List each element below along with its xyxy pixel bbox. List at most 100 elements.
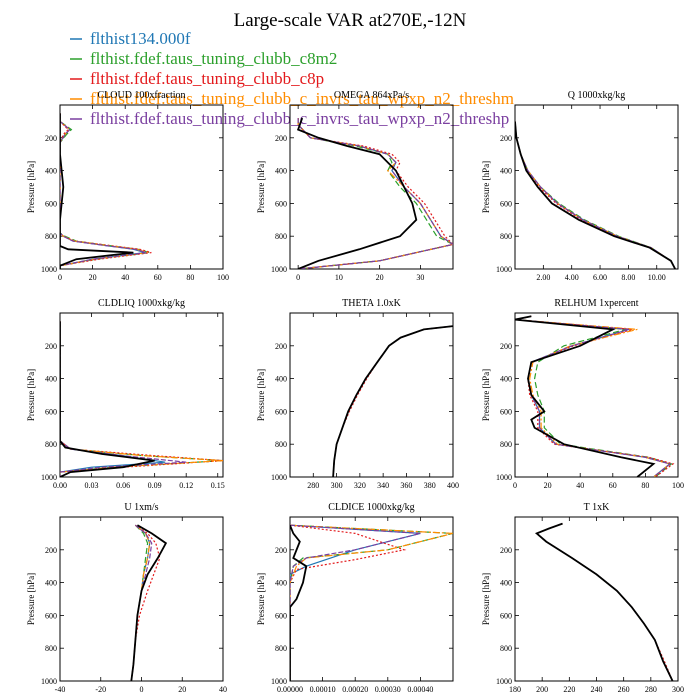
y-tick-label: 600: [500, 611, 512, 620]
plot-frame: [514, 312, 679, 478]
y-tick-label: 800: [500, 232, 512, 241]
x-tick-label: 280: [645, 685, 657, 694]
x-tick-label: 20: [544, 481, 552, 490]
y-axis-label: Pressure [hPa]: [481, 369, 491, 421]
x-tick-label: 0.12: [179, 481, 193, 490]
x-tick-label: 240: [591, 685, 603, 694]
x-tick-label: 400: [447, 481, 459, 490]
panel: [289, 516, 454, 682]
legend-entry: flthist.fdef.taus_tuning_clubb_c8p: [90, 69, 324, 88]
series-line: [297, 118, 453, 269]
plot-frame: [289, 516, 454, 682]
series-line: [60, 321, 223, 477]
y-tick-label: 800: [500, 440, 512, 449]
series-line: [60, 321, 223, 477]
y-tick-label: 400: [45, 375, 57, 384]
panel: [59, 312, 224, 478]
x-tick-label: 0.00: [53, 481, 67, 490]
y-tick-label: 200: [500, 134, 512, 143]
y-tick-label: 600: [275, 199, 287, 208]
x-tick-label: 100: [672, 481, 684, 490]
x-tick-label: 60: [609, 481, 617, 490]
series-line: [290, 524, 453, 681]
panel-title: OMEGA 864xPa/s: [334, 90, 409, 101]
series-line: [290, 524, 308, 681]
series-line: [290, 524, 421, 681]
x-tick-label: 0: [58, 273, 62, 282]
y-tick-label: 600: [275, 407, 287, 416]
y-tick-label: 400: [45, 579, 57, 588]
x-tick-label: 40: [576, 481, 584, 490]
x-tick-label: 260: [618, 685, 630, 694]
y-axis-label: Pressure [hPa]: [26, 161, 36, 213]
series-line: [297, 118, 453, 269]
panel: [59, 104, 224, 270]
panel: [514, 104, 679, 270]
series-line: [535, 523, 674, 681]
x-tick-label: -20: [95, 685, 106, 694]
x-tick-label: 10: [335, 273, 343, 282]
y-axis-label: Pressure [hPa]: [26, 369, 36, 421]
y-tick-label: 1000: [496, 677, 512, 686]
plot-frame: [59, 104, 224, 270]
y-tick-label: 800: [275, 644, 287, 653]
y-tick-label: 400: [500, 375, 512, 384]
series-line: [60, 321, 223, 477]
legend-entry: flthist134.000f: [90, 29, 191, 48]
y-tick-label: 600: [500, 199, 512, 208]
series-line: [515, 121, 676, 269]
series-line: [332, 325, 453, 477]
plot-frame: [514, 104, 679, 270]
x-tick-label: 0.00010: [310, 685, 336, 694]
x-tick-label: 360: [400, 481, 412, 490]
x-tick-label: 0: [513, 481, 517, 490]
legend-entry: flthist.fdef.taus_tuning_clubb_c_invrs_t…: [90, 109, 509, 128]
plot-frame: [59, 516, 224, 682]
y-tick-label: 400: [500, 167, 512, 176]
x-tick-label: 0.00020: [342, 685, 368, 694]
series-line: [332, 325, 453, 477]
y-tick-label: 600: [45, 611, 57, 620]
y-axis-label: Pressure [hPa]: [256, 573, 266, 625]
series-line: [332, 325, 453, 477]
y-tick-label: 400: [45, 167, 57, 176]
panel-title: Q 1000xkg/kg: [568, 90, 626, 101]
y-tick-label: 1000: [496, 265, 512, 274]
series-line: [515, 315, 672, 477]
y-axis-label: Pressure [hPa]: [481, 573, 491, 625]
series-line: [535, 523, 674, 681]
series-line: [515, 315, 675, 477]
y-tick-label: 800: [275, 232, 287, 241]
y-tick-label: 1000: [271, 473, 287, 482]
x-tick-label: 0.09: [148, 481, 162, 490]
x-tick-label: 60: [154, 273, 162, 282]
series-line: [130, 524, 161, 681]
panel: [514, 312, 679, 478]
x-tick-label: 0: [140, 685, 144, 694]
x-tick-label: 80: [186, 273, 194, 282]
x-tick-label: 300: [331, 481, 343, 490]
x-tick-label: 340: [377, 481, 389, 490]
x-tick-label: 0.03: [85, 481, 99, 490]
x-tick-label: 0.00000: [277, 685, 303, 694]
series-line: [130, 524, 168, 681]
y-tick-label: 1000: [271, 677, 287, 686]
series-line: [290, 524, 407, 681]
series-line: [515, 121, 676, 269]
x-tick-label: 10.00: [648, 273, 666, 282]
y-tick-label: 200: [500, 342, 512, 351]
plot-frame: [514, 516, 679, 682]
y-tick-label: 1000: [41, 677, 57, 686]
y-axis-label: Pressure [hPa]: [256, 161, 266, 213]
series-line: [515, 121, 676, 269]
series-line: [535, 523, 674, 681]
x-tick-label: -40: [55, 685, 66, 694]
series-line: [296, 117, 418, 269]
x-tick-label: 20: [89, 273, 97, 282]
panel-title: THETA 1.0xK: [342, 298, 401, 309]
y-axis-label: Pressure [hPa]: [481, 161, 491, 213]
panel-title: U 1xm/s: [124, 502, 158, 513]
y-tick-label: 1000: [41, 473, 57, 482]
x-tick-label: 0.00040: [407, 685, 433, 694]
